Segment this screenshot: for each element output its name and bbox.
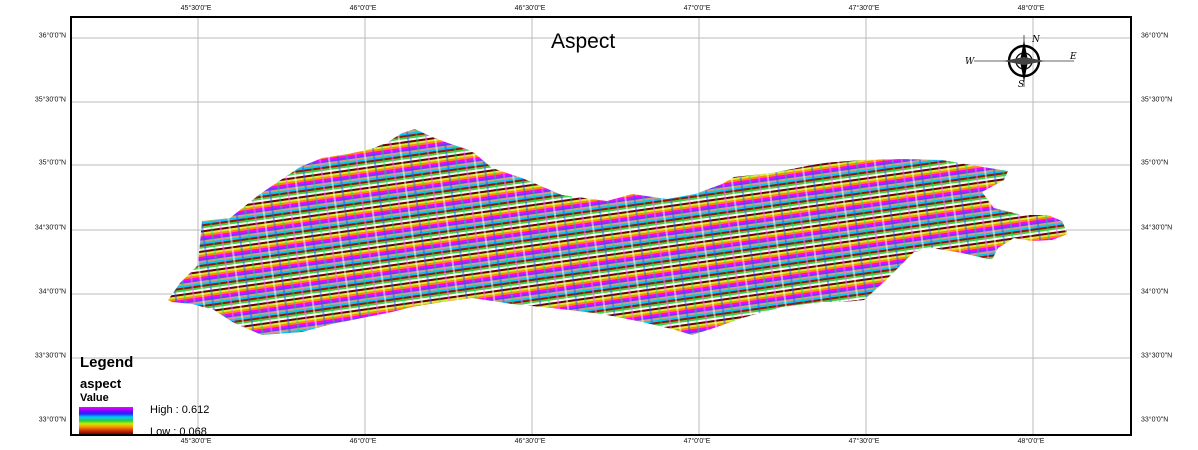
- lon-tick-bottom: 46°0'0"E: [349, 438, 377, 445]
- legend-field-name: Value: [80, 392, 109, 404]
- lat-tick-right: 35°0'0"N: [1141, 159, 1169, 167]
- lon-tick-bottom: 47°30'0"E: [848, 438, 880, 445]
- compass-n-label: N: [1031, 35, 1041, 45]
- lat-tick-left: 33°0'0"N: [38, 416, 66, 424]
- map-frame: [70, 16, 1132, 436]
- lat-tick-right: 36°0'0"N: [1141, 32, 1169, 40]
- lat-tick-left: 34°0'0"N: [38, 288, 66, 296]
- lon-tick-bottom: 48°0'0"E: [1017, 438, 1045, 445]
- legend-low-label: Low : 0.068: [150, 426, 207, 438]
- lon-tick-bottom: 47°0'0"E: [683, 438, 711, 445]
- legend-layer-name: aspect: [80, 376, 122, 391]
- legend-color-ramp: [79, 407, 133, 434]
- map-title: Aspect: [551, 30, 616, 53]
- lat-tick-right: 34°30'0"N: [1141, 224, 1173, 232]
- lat-tick-left: 33°30'0"N: [34, 352, 66, 360]
- aspect-raster-region: [168, 129, 1068, 335]
- lat-tick-left: 36°0'0"N: [38, 32, 66, 40]
- legend-high-label: High : 0.612: [150, 404, 210, 416]
- lon-tick-top: 46°30'0"E: [514, 5, 546, 12]
- lon-tick-bottom: 46°30'0"E: [514, 438, 546, 445]
- compass-s-label: S: [1018, 80, 1024, 90]
- north-arrow-compass-icon: N S E W: [965, 35, 1077, 90]
- lon-tick-top: 46°0'0"E: [349, 5, 377, 12]
- lat-tick-left: 35°0'0"N: [38, 159, 66, 167]
- lon-tick-top: 48°0'0"E: [1017, 5, 1045, 12]
- lat-tick-right: 34°0'0"N: [1141, 288, 1169, 296]
- lat-tick-right: 33°0'0"N: [1141, 416, 1169, 424]
- compass-w-label: W: [965, 57, 975, 67]
- lon-tick-top: 47°0'0"E: [683, 5, 711, 12]
- lat-tick-right: 35°30'0"N: [1141, 96, 1173, 104]
- lon-tick-top: 47°30'0"E: [848, 5, 880, 12]
- lat-tick-left: 35°30'0"N: [34, 96, 66, 104]
- lon-tick-top: 45°30'0"E: [180, 5, 212, 12]
- lat-tick-right: 33°30'0"N: [1141, 352, 1173, 360]
- lat-tick-left: 34°30'0"N: [34, 224, 66, 232]
- map-canvas: [72, 18, 1130, 434]
- lon-tick-bottom: 45°30'0"E: [180, 438, 212, 445]
- compass-e-label: E: [1069, 52, 1077, 62]
- legend-title: Legend: [80, 354, 134, 371]
